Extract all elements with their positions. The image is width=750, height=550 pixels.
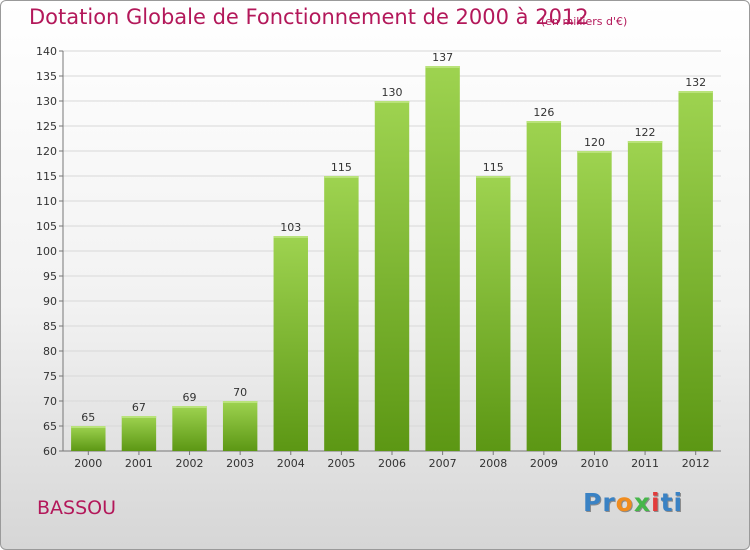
x-tick-label-2010: 2010 bbox=[580, 457, 608, 470]
y-tick-label-85: 85 bbox=[43, 320, 57, 333]
logo-letter: r bbox=[602, 488, 616, 517]
y-tick-label-135: 135 bbox=[36, 70, 57, 83]
bar-2011 bbox=[627, 141, 663, 451]
y-tick-label-80: 80 bbox=[43, 345, 57, 358]
bar-highlight-2010 bbox=[577, 151, 612, 153]
x-tick-label-2003: 2003 bbox=[226, 457, 254, 470]
data-label-2004: 103 bbox=[280, 221, 301, 234]
y-tick-label-125: 125 bbox=[36, 120, 57, 133]
bar-2009 bbox=[526, 121, 562, 451]
bar-highlight-2003 bbox=[222, 401, 258, 403]
bar-2001 bbox=[121, 416, 157, 451]
logo-letter: x bbox=[633, 488, 651, 517]
bar-highlight-2001 bbox=[121, 416, 157, 418]
y-tick-label-140: 140 bbox=[36, 45, 57, 58]
data-label-2009: 126 bbox=[533, 106, 554, 119]
bar-2003 bbox=[222, 401, 258, 451]
data-label-2007: 137 bbox=[432, 51, 453, 64]
x-tick-label-2004: 2004 bbox=[277, 457, 305, 470]
bar-2006 bbox=[374, 101, 410, 451]
x-tick-label-2008: 2008 bbox=[479, 457, 507, 470]
bar-2005 bbox=[324, 176, 359, 451]
bar-2002 bbox=[172, 406, 207, 451]
x-tick-label-2012: 2012 bbox=[682, 457, 710, 470]
bar-highlight-2000 bbox=[71, 426, 106, 428]
data-label-2006: 130 bbox=[382, 86, 403, 99]
bar-highlight-2011 bbox=[627, 141, 663, 143]
data-label-2001: 67 bbox=[132, 401, 146, 414]
x-tick-label-2005: 2005 bbox=[327, 457, 355, 470]
data-label-2012: 132 bbox=[685, 76, 706, 89]
bar-highlight-2004 bbox=[273, 236, 308, 238]
chart-subtitle: (en milliers d'€) bbox=[541, 15, 628, 28]
y-tick-label-75: 75 bbox=[43, 370, 57, 383]
y-tick-label-65: 65 bbox=[43, 420, 57, 433]
bar-2007 bbox=[425, 66, 460, 451]
bar-2012 bbox=[678, 91, 713, 451]
data-label-2002: 69 bbox=[183, 391, 197, 404]
bar-2008 bbox=[476, 176, 511, 451]
bar-2000 bbox=[71, 426, 106, 451]
chart-title: Dotation Globale de Fonctionnement de 20… bbox=[29, 5, 589, 29]
bar-highlight-2005 bbox=[324, 176, 359, 178]
logo-letter: P bbox=[583, 488, 603, 517]
proxiti-logo[interactable]: Proxiti bbox=[583, 488, 683, 517]
logo-letter: o bbox=[615, 488, 634, 517]
y-tick-label-90: 90 bbox=[43, 295, 57, 308]
y-tick-label-105: 105 bbox=[36, 220, 57, 233]
bar-highlight-2008 bbox=[476, 176, 511, 178]
x-tick-label-2009: 2009 bbox=[530, 457, 558, 470]
logo-letter: i bbox=[673, 488, 684, 517]
bar-highlight-2007 bbox=[425, 66, 460, 68]
y-tick-label-115: 115 bbox=[36, 170, 57, 183]
x-tick-label-2007: 2007 bbox=[429, 457, 457, 470]
bar-2010 bbox=[577, 151, 612, 451]
data-label-2003: 70 bbox=[233, 386, 247, 399]
logo-letter: t bbox=[660, 488, 674, 517]
y-tick-label-60: 60 bbox=[43, 445, 57, 458]
y-tick-label-120: 120 bbox=[36, 145, 57, 158]
y-tick-label-110: 110 bbox=[36, 195, 57, 208]
y-tick-label-100: 100 bbox=[36, 245, 57, 258]
x-tick-label-2006: 2006 bbox=[378, 457, 406, 470]
data-label-2000: 65 bbox=[81, 411, 95, 424]
bar-2004 bbox=[273, 236, 308, 451]
commune-name: BASSOU bbox=[37, 497, 117, 519]
y-tick-label-130: 130 bbox=[36, 95, 57, 108]
bar-highlight-2002 bbox=[172, 406, 207, 408]
bar-highlight-2006 bbox=[374, 101, 410, 103]
data-label-2008: 115 bbox=[483, 161, 504, 174]
bar-highlight-2009 bbox=[526, 121, 562, 123]
x-tick-label-2011: 2011 bbox=[631, 457, 659, 470]
data-label-2010: 120 bbox=[584, 136, 605, 149]
x-tick-label-2000: 2000 bbox=[74, 457, 102, 470]
y-tick-label-95: 95 bbox=[43, 270, 57, 283]
data-label-2005: 115 bbox=[331, 161, 352, 174]
logo-letter: i bbox=[651, 488, 661, 517]
y-tick-label-70: 70 bbox=[43, 395, 57, 408]
x-tick-label-2002: 2002 bbox=[176, 457, 204, 470]
x-tick-label-2001: 2001 bbox=[125, 457, 153, 470]
data-label-2011: 122 bbox=[635, 126, 656, 139]
bar-highlight-2012 bbox=[678, 91, 713, 93]
